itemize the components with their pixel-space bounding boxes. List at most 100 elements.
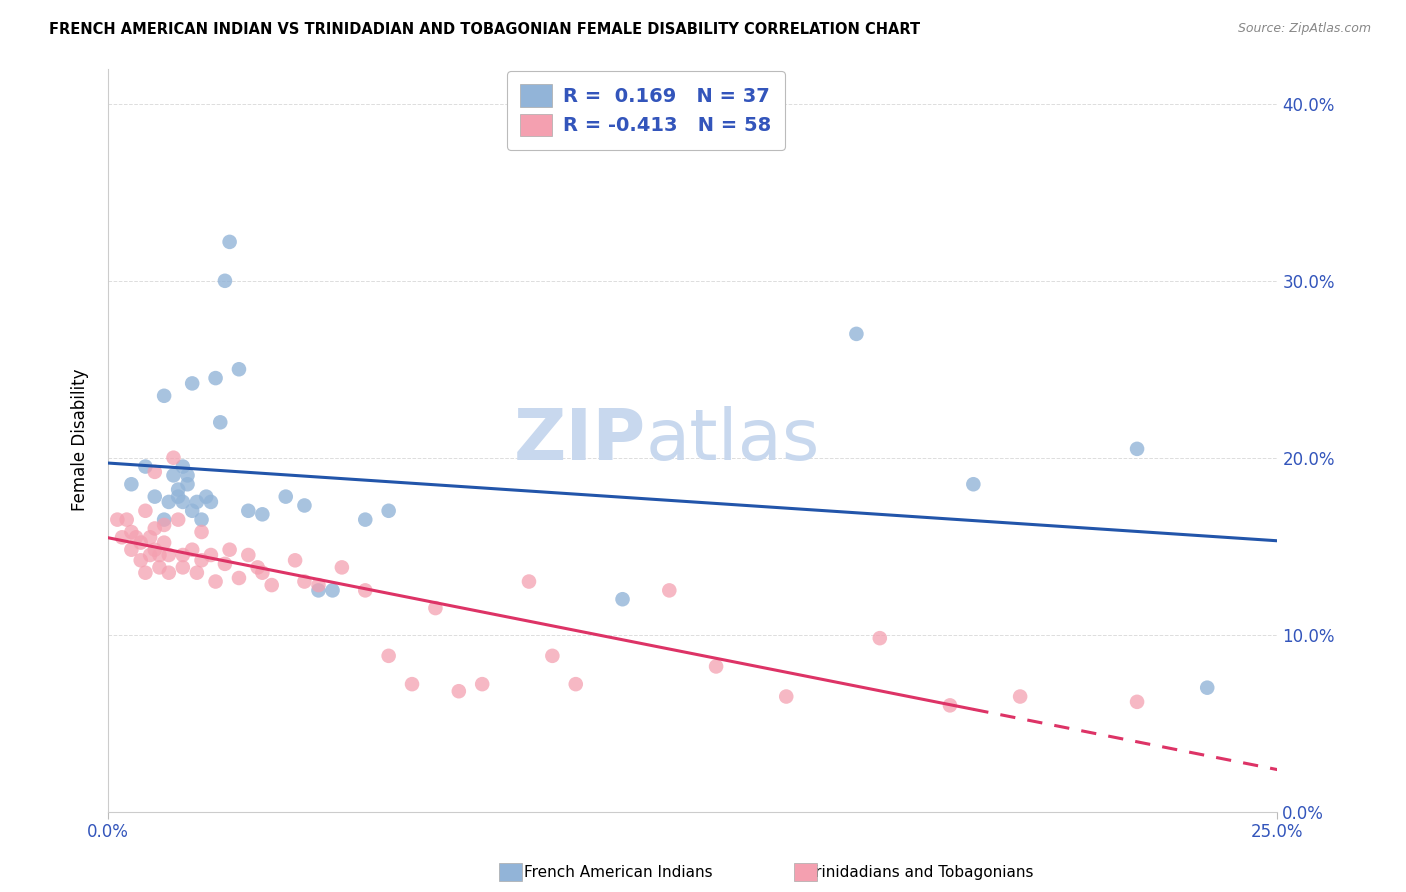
Point: [204, 574, 226, 589]
Point: [1126, 442, 1149, 456]
Point: [105, 513, 128, 527]
Point: [564, 677, 586, 691]
Point: [195, 490, 218, 504]
Point: [120, 477, 142, 491]
Point: [962, 477, 984, 491]
Point: [704, 659, 727, 673]
Point: [209, 415, 232, 429]
Point: [111, 530, 134, 544]
Point: [143, 490, 166, 504]
Point: [153, 535, 176, 549]
Text: French American Indians: French American Indians: [524, 865, 713, 880]
Point: [321, 583, 343, 598]
Point: [260, 578, 283, 592]
Point: [200, 548, 222, 562]
Point: [238, 548, 260, 562]
Point: [228, 362, 250, 376]
Point: [252, 508, 274, 522]
Point: [274, 490, 297, 504]
Point: [447, 684, 470, 698]
Point: [869, 631, 891, 645]
Point: [186, 495, 208, 509]
Point: [214, 557, 236, 571]
Text: ZIP: ZIP: [513, 406, 645, 475]
Point: [143, 465, 166, 479]
Point: [377, 648, 399, 663]
Point: [252, 566, 274, 580]
Point: [939, 698, 962, 713]
Point: [167, 490, 190, 504]
Point: [330, 560, 353, 574]
Point: [401, 677, 423, 691]
Point: [845, 326, 868, 341]
Point: [294, 499, 316, 513]
Point: [218, 542, 240, 557]
Point: [190, 524, 212, 539]
Point: [139, 548, 162, 562]
Point: [143, 542, 166, 557]
Point: [134, 504, 156, 518]
Point: [172, 548, 194, 562]
Point: [425, 601, 447, 615]
Point: [218, 235, 240, 249]
Point: [1197, 681, 1219, 695]
Point: [1126, 695, 1149, 709]
Point: [129, 535, 152, 549]
Point: [228, 571, 250, 585]
Point: [153, 389, 176, 403]
Point: [190, 513, 212, 527]
Point: [134, 459, 156, 474]
Text: FRENCH AMERICAN INDIAN VS TRINIDADIAN AND TOBAGONIAN FEMALE DISABILITY CORRELATI: FRENCH AMERICAN INDIAN VS TRINIDADIAN AN…: [49, 22, 921, 37]
Point: [172, 560, 194, 574]
Point: [284, 553, 307, 567]
Point: [246, 560, 269, 574]
Point: [308, 583, 330, 598]
Point: [157, 548, 180, 562]
Point: [181, 504, 204, 518]
Point: [139, 530, 162, 544]
Point: [181, 376, 204, 391]
Point: [204, 371, 226, 385]
Point: [148, 560, 170, 574]
Point: [167, 513, 190, 527]
Point: [775, 690, 797, 704]
Point: [354, 583, 377, 598]
Point: [176, 477, 198, 491]
Point: [172, 495, 194, 509]
Y-axis label: Female Disability: Female Disability: [72, 368, 89, 511]
Point: [162, 450, 184, 465]
Text: Trinidadians and Tobagonians: Trinidadians and Tobagonians: [808, 865, 1033, 880]
Point: [125, 530, 148, 544]
Point: [153, 513, 176, 527]
Point: [176, 468, 198, 483]
Point: [238, 504, 260, 518]
Point: [612, 592, 634, 607]
Point: [200, 495, 222, 509]
Point: [148, 548, 170, 562]
Point: [541, 648, 564, 663]
Point: [167, 483, 190, 497]
Point: [471, 677, 494, 691]
Text: atlas: atlas: [645, 406, 820, 475]
Point: [153, 517, 176, 532]
Point: [517, 574, 540, 589]
Text: Source: ZipAtlas.com: Source: ZipAtlas.com: [1237, 22, 1371, 36]
Point: [129, 553, 152, 567]
Point: [115, 513, 138, 527]
Point: [120, 542, 142, 557]
Point: [308, 578, 330, 592]
Point: [186, 566, 208, 580]
Point: [172, 459, 194, 474]
Point: [377, 504, 399, 518]
Point: [658, 583, 681, 598]
Point: [157, 495, 180, 509]
Point: [120, 524, 142, 539]
Point: [143, 521, 166, 535]
Point: [190, 553, 212, 567]
Point: [157, 566, 180, 580]
Point: [162, 468, 184, 483]
Point: [214, 274, 236, 288]
Point: [134, 566, 156, 580]
Point: [1010, 690, 1032, 704]
Point: [294, 574, 316, 589]
